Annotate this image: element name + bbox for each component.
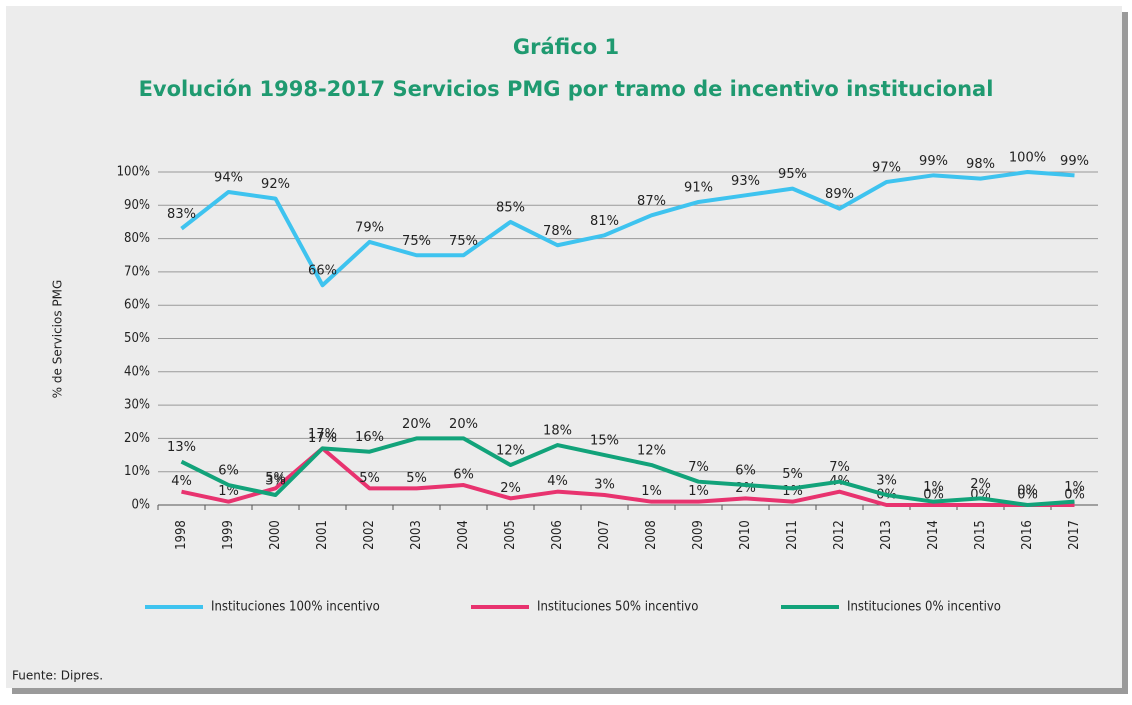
x-tick-label: 2011 (785, 520, 800, 550)
legend-label: Instituciones 0% incentivo (847, 600, 1001, 615)
data-label: 100% (1009, 151, 1046, 166)
data-label: 17% (308, 431, 337, 446)
y-tick-label: 90% (124, 198, 150, 213)
data-label: 95% (778, 167, 807, 182)
x-tick-label: 2002 (362, 520, 377, 550)
data-label: 1% (923, 480, 944, 495)
chart-title: Gráfico 1 (513, 35, 619, 59)
data-label: 3% (265, 474, 286, 489)
x-tick-label: 2016 (1020, 520, 1035, 550)
data-label: 93% (731, 174, 760, 189)
data-label: 3% (594, 478, 615, 493)
data-label: 5% (265, 471, 286, 486)
data-label: 16% (355, 430, 384, 445)
x-tick-label: 2003 (409, 520, 424, 550)
x-tick-label: 2017 (1067, 520, 1082, 550)
data-label: 1% (688, 484, 709, 499)
data-label: 7% (688, 460, 709, 475)
x-tick-label: 2005 (503, 520, 518, 550)
data-label: 20% (402, 417, 431, 432)
data-label: 0% (1064, 488, 1085, 503)
data-label: 20% (449, 417, 478, 432)
legend-label: Instituciones 50% incentivo (537, 600, 698, 615)
data-label: 18% (543, 424, 572, 439)
data-label: 0% (1017, 488, 1038, 503)
x-tick-label: 2001 (315, 520, 330, 550)
data-label: 5% (406, 471, 427, 486)
data-label: 75% (402, 234, 431, 249)
data-label: 7% (829, 460, 850, 475)
y-tick-label: 80% (124, 231, 150, 246)
data-label: 5% (782, 467, 803, 482)
data-label: 98% (966, 157, 995, 172)
x-tick-label: 2006 (550, 520, 565, 550)
data-label: 83% (167, 207, 196, 222)
data-label: 6% (218, 464, 239, 479)
y-tick-label: 40% (124, 364, 150, 379)
x-tick-label: 2012 (832, 520, 847, 550)
y-tick-label: 100% (117, 165, 150, 180)
chart-subtitle: Evolución 1998-2017 Servicios PMG por tr… (139, 77, 994, 101)
data-label: 89% (825, 187, 854, 202)
data-label: 12% (637, 444, 666, 459)
data-label: 17% (308, 427, 337, 442)
data-label: 91% (684, 180, 713, 195)
data-label: 0% (923, 488, 944, 503)
data-label: 97% (872, 160, 901, 175)
line (180, 170, 1075, 288)
source: Fuente: Dipres. (12, 669, 103, 683)
data-label: 0% (1017, 484, 1038, 499)
data-label: 81% (590, 214, 619, 229)
data-label: 79% (355, 220, 384, 235)
data-label: 2% (500, 481, 521, 496)
data-label: 66% (308, 264, 337, 279)
data-label: 5% (359, 471, 380, 486)
y-tick-label: 10% (124, 464, 150, 479)
data-label: 2% (970, 477, 991, 492)
data-label: 99% (1060, 154, 1089, 169)
x-tick-label: 2014 (926, 520, 941, 550)
panel (6, 6, 1122, 688)
y-axis-label: % de Servicios PMG (51, 280, 65, 399)
x-tick-label: 1998 (174, 520, 189, 550)
data-label: 1% (1064, 480, 1085, 495)
x-tick-label: 1999 (221, 520, 236, 550)
data-label: 6% (735, 464, 756, 479)
y-tick-label: 30% (124, 398, 150, 413)
data-label: 94% (214, 170, 243, 185)
y-tick-label: 20% (124, 431, 150, 446)
data-label: 99% (919, 154, 948, 169)
data-label: 12% (496, 444, 525, 459)
data-label: 85% (496, 200, 525, 215)
data-label: 13% (167, 440, 196, 455)
x-tick-label: 2008 (644, 520, 659, 550)
x-tick-label: 2013 (879, 520, 894, 550)
line (181, 446, 1075, 507)
x-tick-label: 2015 (973, 520, 988, 550)
y-tick-label: 60% (124, 298, 150, 313)
y-tick-label: 0% (131, 498, 150, 513)
data-label: 6% (453, 468, 474, 483)
x-tick-label: 2000 (268, 520, 283, 550)
x-tick-label: 2010 (738, 520, 753, 550)
y-tick-label: 70% (124, 264, 150, 279)
x-tick-label: 2009 (691, 520, 706, 550)
data-label: 92% (261, 177, 290, 192)
y-tick-label: 50% (124, 331, 150, 346)
x-tick-label: 2004 (456, 520, 471, 550)
data-label: 87% (637, 194, 666, 209)
data-label: 75% (449, 234, 478, 249)
data-label: 78% (543, 224, 572, 239)
data-label: 3% (876, 474, 897, 489)
data-label: 4% (171, 474, 192, 489)
x-tick-label: 2007 (597, 520, 612, 550)
legend-label: Instituciones 100% incentivo (211, 600, 380, 615)
data-label: 4% (547, 474, 568, 489)
line (180, 436, 1075, 507)
data-label: 15% (590, 434, 619, 449)
data-label: 1% (641, 484, 662, 499)
